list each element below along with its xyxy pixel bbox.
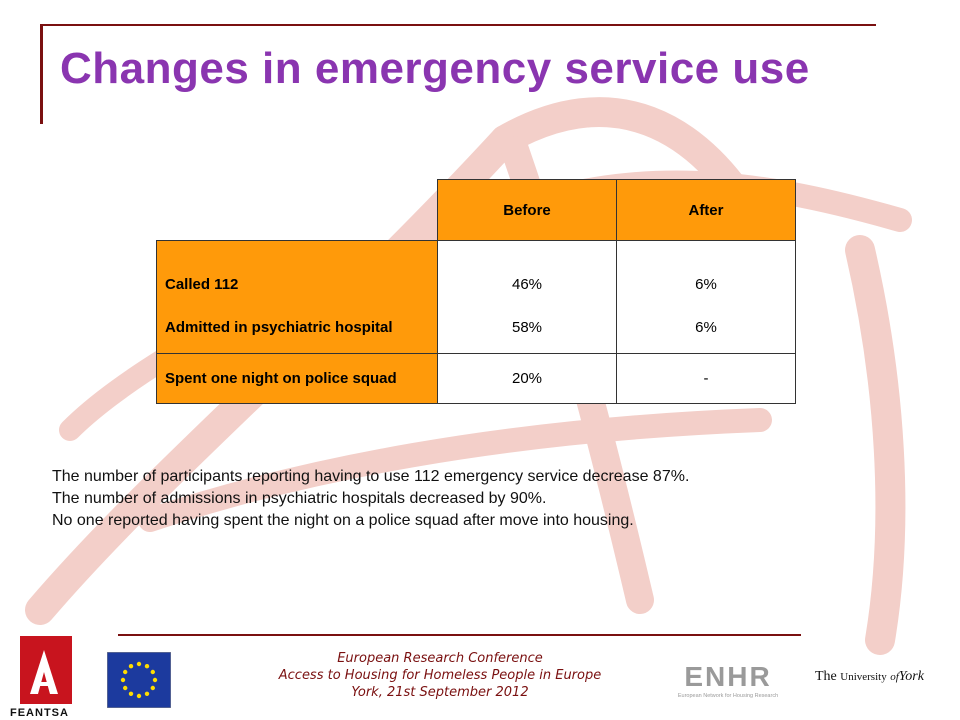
university-of-york-logo: The University ofYork	[815, 669, 924, 685]
enhr-logo-subtext: European Network for Housing Research	[678, 693, 778, 699]
footer-line-date: York, 21st September 2012	[351, 685, 529, 700]
title-frame-top-rule	[42, 24, 876, 26]
table-corner-empty	[157, 180, 438, 241]
feantsa-logo	[20, 636, 72, 704]
footer-line-conference: European Research Conference	[337, 651, 543, 666]
feantsa-logo-text: FEANTSA	[10, 707, 69, 719]
york-the: The	[815, 669, 837, 684]
footer-line-topic: Access to Housing for Homeless People in…	[278, 668, 602, 683]
footer-rule	[118, 634, 801, 636]
cell-police-after: -	[616, 353, 796, 404]
row-label-psychiatric-hospital: Admitted in psychiatric hospital	[156, 301, 438, 354]
slide-title: Changes in emergency service use	[60, 44, 810, 93]
enhr-logo: ENHR European Network for Housing Resear…	[678, 661, 778, 699]
cell-police-before: 20%	[437, 353, 617, 404]
york-of: of	[890, 671, 899, 683]
footer-conference-text: European Research Conference Access to H…	[240, 650, 640, 701]
table-row: Called 112 46% 6%	[156, 240, 796, 301]
table-header-before: Before	[437, 179, 617, 241]
york-name: York	[898, 669, 924, 684]
emergency-service-table: Before After Called 112 46% 6% Admitted …	[156, 179, 796, 404]
york-university: University	[840, 671, 887, 683]
finding-line-police: No one reported having spent the night o…	[52, 512, 634, 529]
eu-flag-logo	[107, 652, 171, 708]
enhr-logo-main-text: ENHR	[684, 661, 771, 692]
row-label-police-squad: Spent one night on police squad	[156, 353, 438, 404]
finding-line-psychiatric: The number of admissions in psychiatric …	[52, 490, 547, 507]
cell-psychiatric-after: 6%	[616, 301, 796, 354]
table-header-after: After	[616, 179, 796, 241]
title-frame-left-rule	[40, 24, 43, 124]
findings-paragraph: The number of participants reporting hav…	[52, 466, 689, 532]
cell-called-112-before: 46%	[437, 240, 617, 301]
cell-psychiatric-before: 58%	[437, 301, 617, 354]
table-row: Admitted in psychiatric hospital 58% 6%	[156, 301, 796, 354]
cell-called-112-after: 6%	[616, 240, 796, 301]
finding-line-112: The number of participants reporting hav…	[52, 468, 690, 485]
row-label-called-112: Called 112	[156, 240, 438, 301]
table-row: Spent one night on police squad 20% -	[156, 353, 796, 404]
